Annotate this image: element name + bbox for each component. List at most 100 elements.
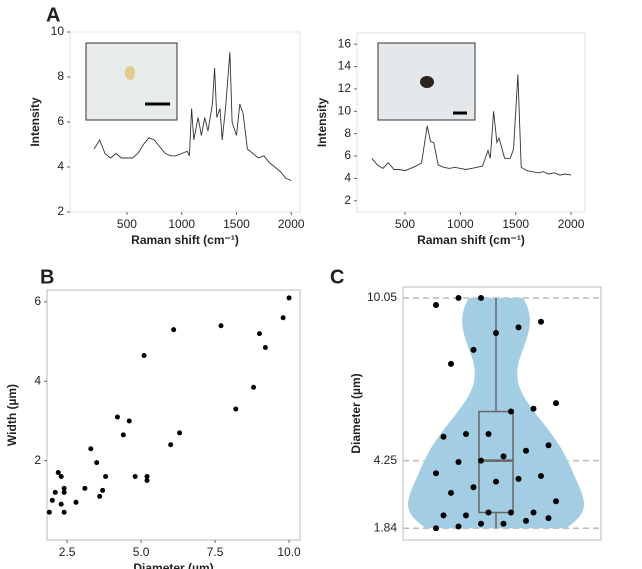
point bbox=[120, 432, 126, 438]
plot-frame bbox=[402, 286, 602, 541]
y-axis-label: Width (µm) bbox=[5, 384, 19, 446]
inset-left bbox=[85, 42, 178, 121]
y-tick-label: 10 bbox=[51, 24, 65, 38]
y-tick-label: 10 bbox=[338, 103, 352, 117]
point bbox=[73, 499, 79, 505]
point bbox=[448, 489, 454, 496]
point bbox=[97, 493, 103, 499]
spectrum-line bbox=[93, 52, 292, 181]
y-tick-label: 2 bbox=[344, 193, 351, 207]
point bbox=[251, 384, 257, 390]
point bbox=[58, 501, 64, 507]
point bbox=[478, 457, 484, 464]
point bbox=[470, 346, 477, 353]
y-axis-label: Diameter (µm) bbox=[349, 373, 363, 453]
x-tick-label: 1000 bbox=[168, 217, 195, 231]
point bbox=[538, 473, 544, 480]
y-tick-label: 6 bbox=[57, 114, 64, 128]
point bbox=[478, 520, 484, 527]
point bbox=[88, 446, 94, 452]
point bbox=[515, 475, 522, 482]
point bbox=[144, 474, 150, 480]
point bbox=[545, 515, 552, 522]
point bbox=[46, 509, 52, 515]
y-tick-label: 1.84 bbox=[374, 520, 398, 534]
y-axis-label: Intensity bbox=[28, 97, 42, 147]
point bbox=[433, 301, 439, 308]
y-tick-label: 2 bbox=[34, 453, 41, 467]
y-tick-label: 4.25 bbox=[374, 453, 398, 467]
panel-label: A bbox=[46, 4, 60, 26]
point bbox=[530, 405, 537, 412]
point bbox=[545, 442, 552, 449]
point bbox=[126, 418, 132, 424]
point bbox=[233, 406, 239, 412]
point bbox=[52, 489, 58, 495]
point bbox=[280, 315, 286, 321]
point bbox=[141, 352, 147, 358]
point bbox=[177, 430, 183, 436]
spectrum-line bbox=[371, 74, 572, 176]
point bbox=[553, 400, 559, 407]
point bbox=[470, 484, 477, 491]
y-tick-label: 16 bbox=[338, 36, 352, 50]
point bbox=[49, 497, 55, 503]
x-tick-label: 5.0 bbox=[133, 545, 150, 559]
x-axis-label: Raman shift (cm⁻¹) bbox=[131, 233, 239, 247]
y-tick-label: 2 bbox=[57, 204, 64, 218]
point bbox=[61, 485, 67, 491]
point bbox=[433, 470, 439, 477]
x-tick-label: 1000 bbox=[447, 217, 474, 231]
x-tick-label: 10.0 bbox=[277, 545, 301, 559]
point bbox=[478, 294, 484, 301]
point bbox=[538, 318, 544, 325]
point bbox=[500, 453, 507, 460]
panel-label: B bbox=[40, 266, 54, 288]
point bbox=[455, 523, 462, 530]
point bbox=[455, 459, 462, 466]
y-tick-label: 6 bbox=[34, 294, 41, 308]
y-tick-label: 12 bbox=[338, 81, 352, 95]
x-tick-label: 2000 bbox=[278, 217, 305, 231]
point bbox=[463, 430, 469, 437]
point bbox=[100, 487, 106, 493]
plot-frame bbox=[46, 289, 301, 541]
y-tick-label: 6 bbox=[344, 148, 351, 162]
point bbox=[440, 433, 447, 440]
point bbox=[523, 517, 529, 524]
y-tick-label: 8 bbox=[57, 69, 64, 83]
y-tick-label: 4 bbox=[344, 171, 351, 185]
x-tick-label: 2.5 bbox=[59, 545, 76, 559]
point bbox=[61, 489, 67, 495]
y-tick-label: 4 bbox=[57, 159, 64, 173]
point bbox=[455, 294, 462, 301]
violin bbox=[408, 297, 584, 529]
point bbox=[168, 442, 174, 448]
x-tick-label: 500 bbox=[117, 217, 137, 231]
x-axis-label: Raman shift (cm⁻¹) bbox=[417, 233, 525, 247]
plot-frame bbox=[356, 32, 586, 213]
y-tick-label: 14 bbox=[338, 59, 352, 73]
y-tick-label: 10.05 bbox=[367, 290, 397, 304]
x-tick-label: 1500 bbox=[223, 217, 250, 231]
x-axis-label: Diameter (µm) bbox=[133, 561, 213, 569]
point bbox=[463, 512, 469, 519]
y-tick-label: 4 bbox=[34, 373, 41, 387]
point bbox=[508, 509, 514, 516]
point bbox=[508, 408, 514, 415]
point bbox=[144, 477, 150, 483]
y-axis-label: Intensity bbox=[315, 98, 329, 148]
point bbox=[448, 360, 454, 367]
point bbox=[433, 525, 439, 532]
inset-right bbox=[377, 42, 476, 121]
point bbox=[440, 512, 447, 519]
point bbox=[103, 474, 109, 480]
point bbox=[114, 414, 120, 420]
x-tick-label: 2000 bbox=[558, 217, 585, 231]
x-tick-label: 7.5 bbox=[207, 545, 224, 559]
point bbox=[55, 470, 61, 476]
point bbox=[218, 323, 224, 329]
point bbox=[58, 474, 64, 480]
point bbox=[94, 460, 100, 466]
